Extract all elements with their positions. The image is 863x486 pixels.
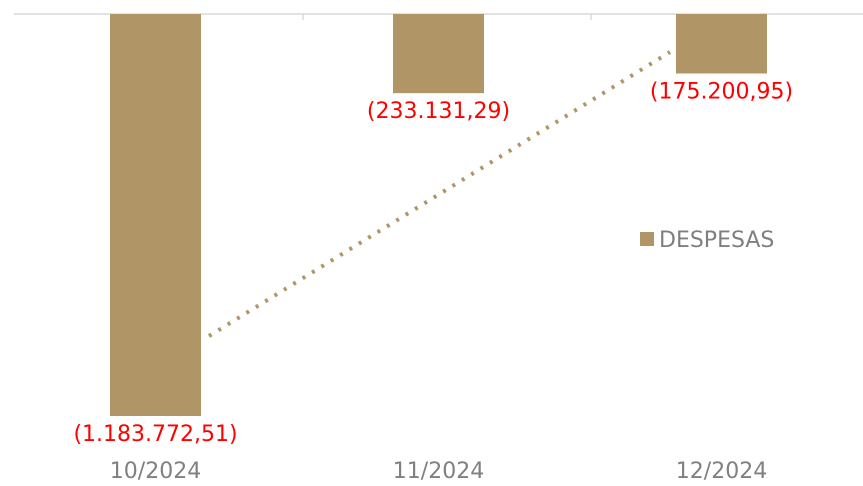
data-label: (175.200,95) — [650, 79, 793, 104]
data-label: (1.183.772,51) — [73, 422, 237, 447]
legend-swatch — [640, 232, 654, 246]
trendline-group — [207, 50, 672, 338]
bar-12/2024 — [676, 14, 767, 74]
bar-11/2024 — [393, 14, 484, 94]
bar-10/2024 — [110, 14, 201, 416]
data-label: (233.131,29) — [367, 99, 510, 124]
tick-label-group: 10/2024 11/2024 12/2024 — [110, 459, 767, 484]
data-label-group: (1.183.772,51) (233.131,29) (175.200,95) — [73, 79, 793, 447]
trendline — [207, 50, 672, 338]
tick-label: 12/2024 — [676, 459, 767, 484]
tick-label: 10/2024 — [110, 459, 201, 484]
tick-label: 11/2024 — [393, 459, 484, 484]
legend: DESPESAS — [640, 228, 774, 253]
legend-label: DESPESAS — [659, 228, 774, 253]
bar-group — [110, 14, 767, 416]
